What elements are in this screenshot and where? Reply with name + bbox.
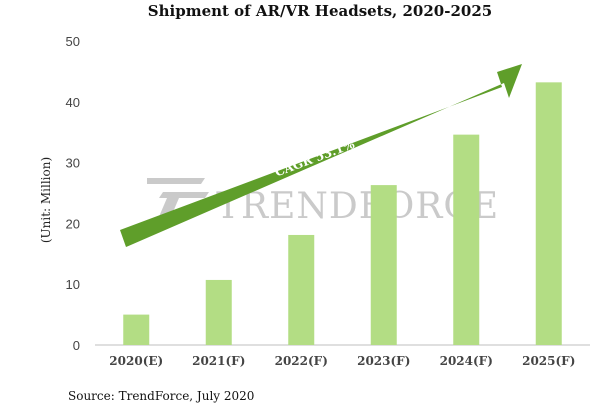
watermark-text: TRENDFORCE [216, 186, 499, 227]
bar-2022(F) [288, 234, 315, 345]
y-tick-label: 0 [73, 338, 80, 353]
y-tick-label: 20 [66, 216, 80, 231]
bar-2021(F) [205, 279, 232, 345]
y-tick-label: 40 [66, 95, 80, 110]
y-tick-label: 50 [66, 34, 80, 49]
x-tick-label: 2021(F) [192, 354, 245, 368]
x-tick-label: 2020(E) [109, 354, 163, 368]
bars [123, 82, 562, 346]
bar-2023(F) [370, 185, 397, 345]
x-tick-label: 2025(F) [522, 354, 575, 368]
chart-title: Shipment of AR/VR Headsets, 2020-2025 [148, 2, 492, 20]
x-tick-label: 2022(F) [275, 354, 328, 368]
bar-2020(E) [123, 314, 150, 345]
y-tick-label: 10 [66, 277, 80, 292]
x-ticks: 2020(E) 2021(F) 2022(F) 2023(F) 2024(F) 2025(… [109, 354, 575, 368]
cagr-arrow-shape [120, 64, 522, 247]
y-axis-label: (Unit: Million) [39, 157, 53, 243]
y-axis: 0 10 20 30 40 50 [66, 34, 80, 353]
source-note: Source: TrendForce, July 2020 [68, 389, 254, 403]
x-tick-label: 2024(F) [440, 354, 493, 368]
bar-2024(F) [453, 134, 480, 345]
cagr-label: CAGR 53.1% [273, 137, 357, 180]
x-tick-label: 2023(F) [357, 354, 410, 368]
bar-2025(F) [535, 82, 562, 346]
y-tick-label: 30 [66, 156, 80, 171]
